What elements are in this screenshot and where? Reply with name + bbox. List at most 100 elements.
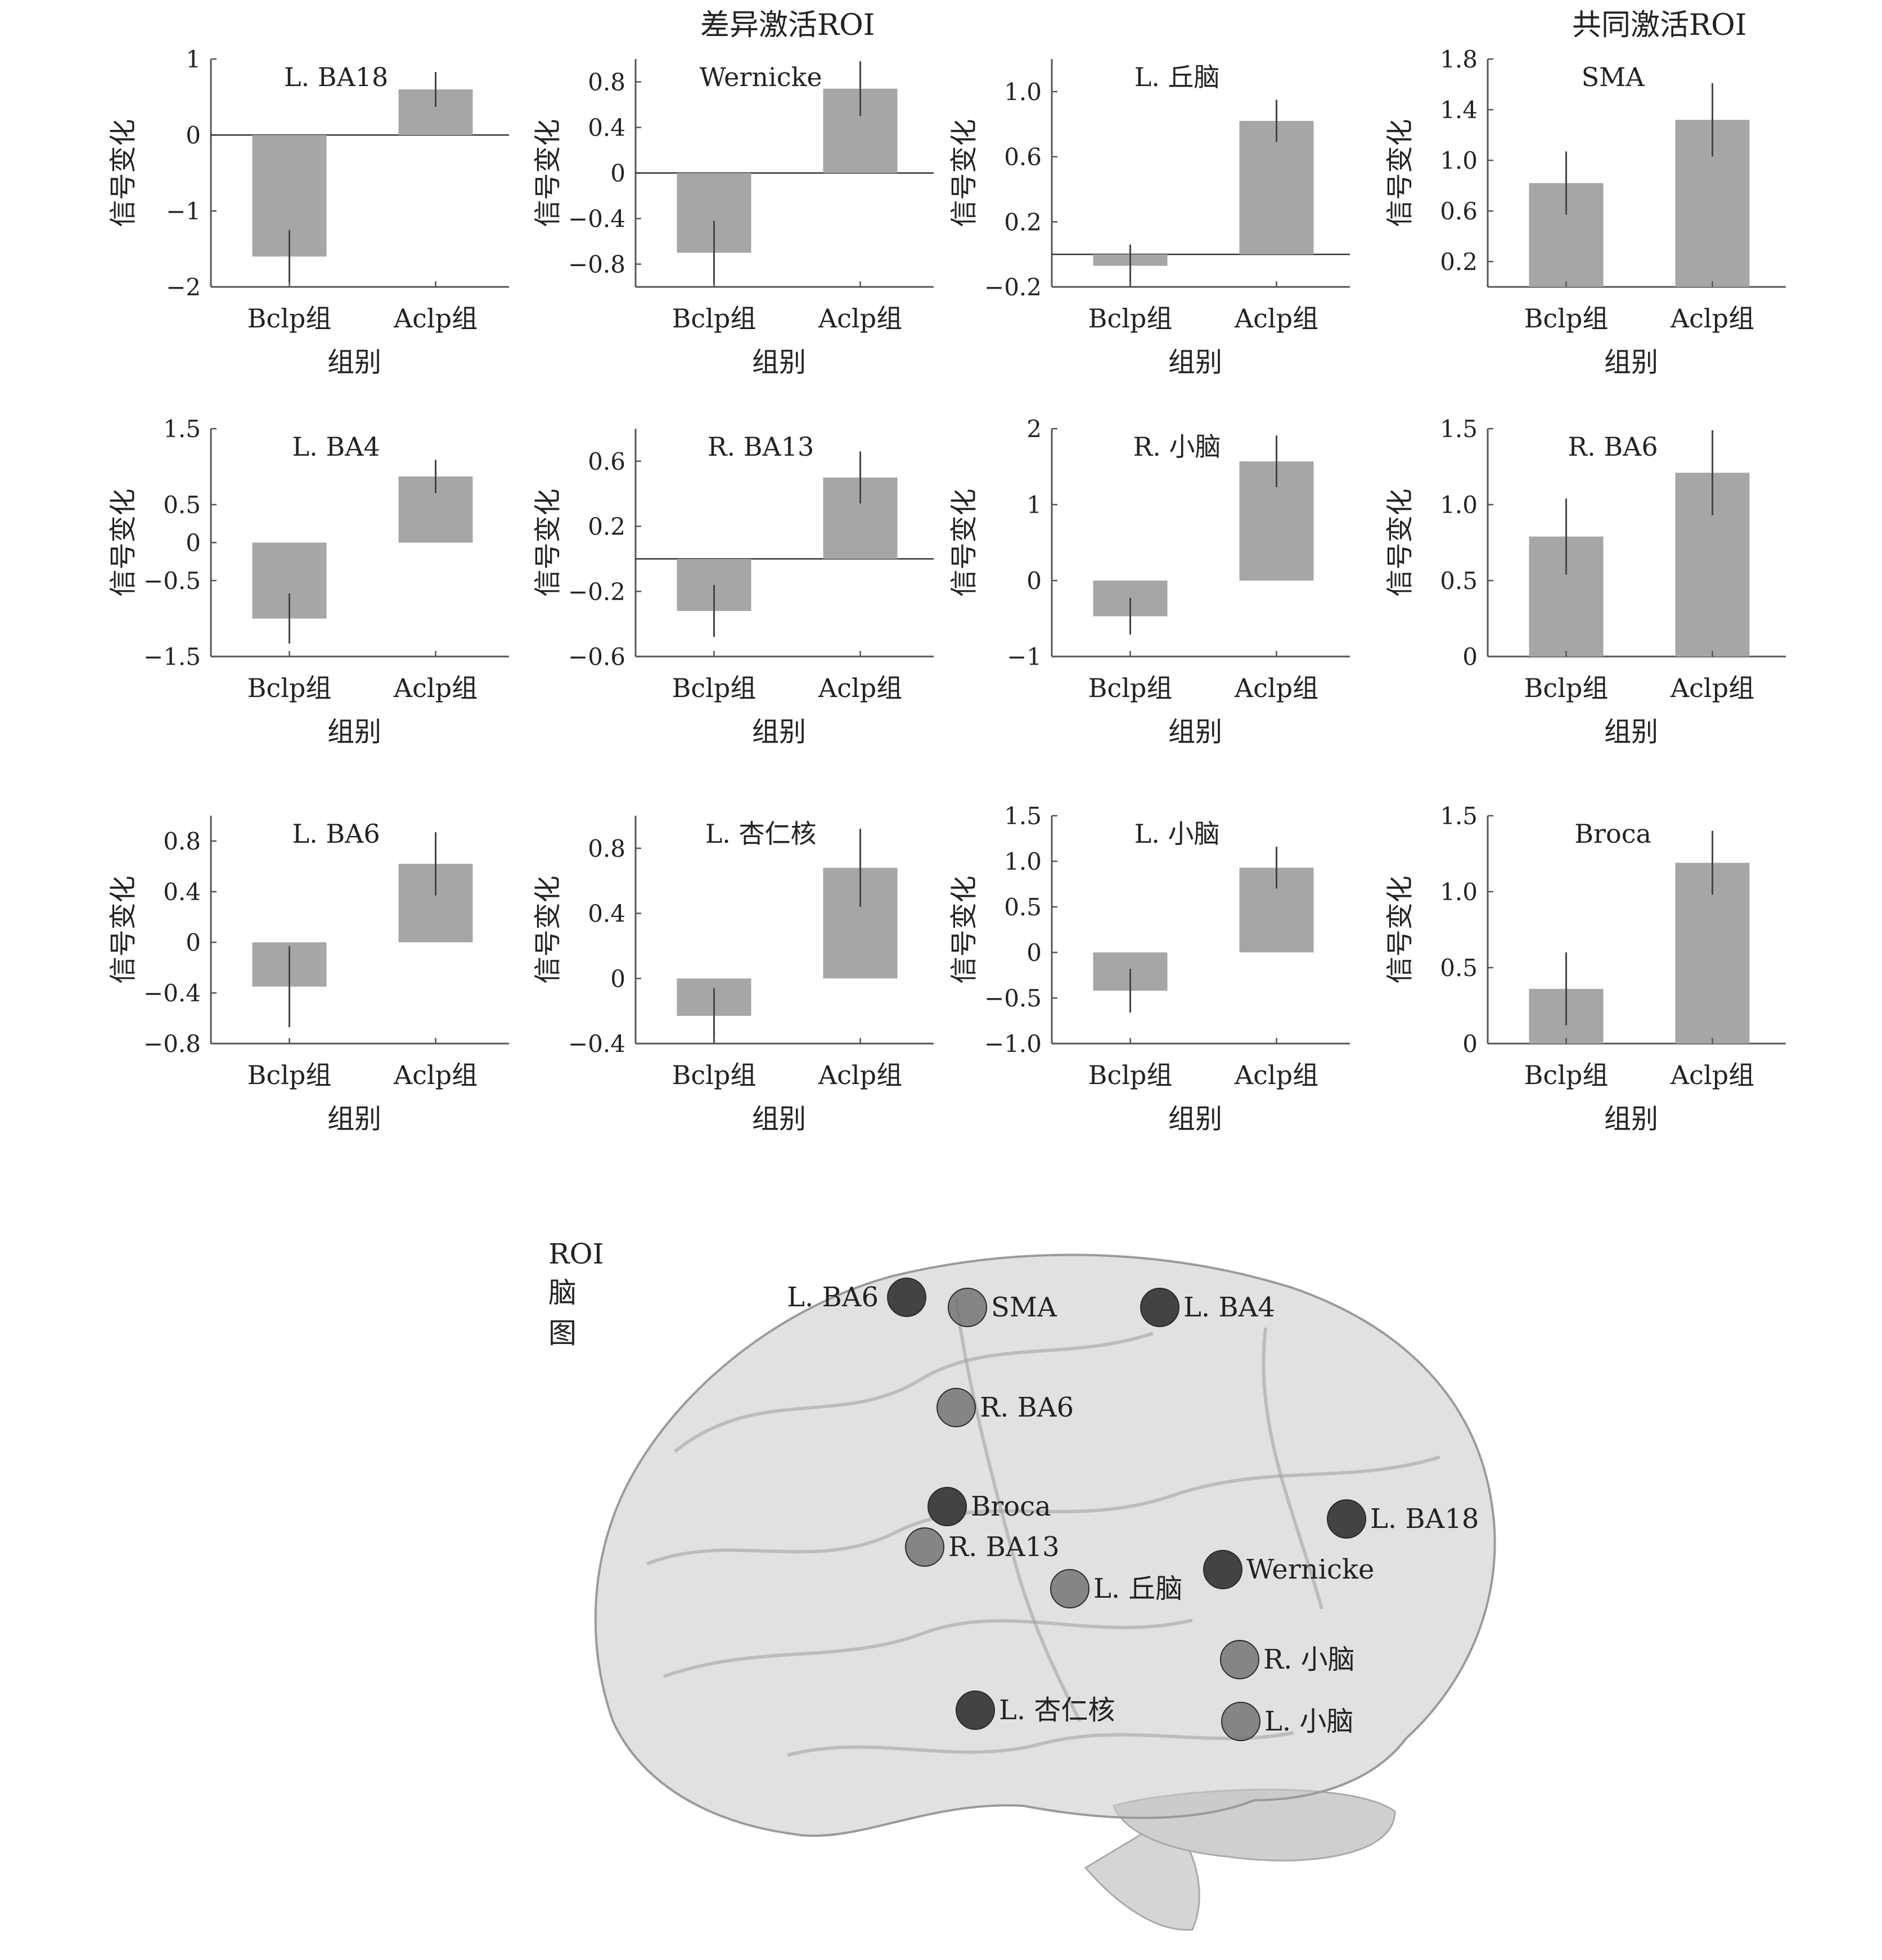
y-tick-label: 1.0: [1440, 878, 1478, 906]
x-axis-label: 组别: [1604, 347, 1658, 378]
chart-6: −0.6 −0.2 0.2 0.6 Bclp组 Aclp组 R. BA13 组别 信号变化: [532, 429, 934, 748]
y-tick-label: 0.6: [1004, 143, 1042, 171]
x-tick-label: Bclp组: [1088, 1060, 1173, 1090]
y-tick-label: 1.0: [1004, 78, 1042, 106]
chart-title: L. BA18: [284, 62, 388, 92]
chart-8: 0 0.5 1.0 1.5 Bclp组 Aclp组 R. BA6 组别 信号变化: [1384, 415, 1786, 748]
chart-1: −2 −1 0 1 Bclp组 Aclp组 L. BA18 组别 信号变化: [107, 46, 509, 378]
y-tick-label: 1: [186, 46, 201, 73]
y-tick-label: 0.8: [588, 835, 625, 862]
x-axis-label: 组别: [1604, 716, 1658, 748]
y-axis-label: 信号变化: [1384, 875, 1416, 983]
y-tick-label: −0.8: [143, 1030, 201, 1058]
y-tick-label: 0.5: [1004, 893, 1042, 921]
x-tick-label: Bclp组: [247, 1060, 332, 1090]
y-tick-label: −0.5: [143, 567, 201, 595]
y-tick-label: 0: [186, 122, 201, 149]
roi-label: SMA: [991, 1292, 1057, 1323]
y-tick-label: 0.8: [163, 828, 201, 855]
y-tick-label: 0.4: [588, 114, 625, 142]
y-axis-label: 信号变化: [948, 875, 980, 983]
y-tick-label: 0.2: [1004, 208, 1042, 236]
y-axis-label: 信号变化: [107, 119, 139, 227]
y-axis-label: 信号变化: [948, 488, 980, 596]
y-tick-label: 0: [1026, 567, 1042, 595]
x-tick-label: Bclp组: [1524, 303, 1609, 334]
y-tick-label: −0.4: [568, 205, 625, 233]
brain-gyrus: [787, 1731, 1294, 1757]
y-tick-label: 1: [1026, 491, 1042, 519]
y-tick-label: 1.0: [1440, 147, 1478, 174]
x-tick-label: Aclp组: [1670, 1060, 1754, 1090]
y-tick-label: −1.0: [984, 1030, 1042, 1058]
roi-label: Broca: [971, 1491, 1051, 1522]
y-tick-label: 0.5: [1440, 954, 1478, 982]
x-tick-label: Bclp组: [247, 303, 332, 334]
x-tick-label: Aclp组: [393, 673, 478, 703]
chart-title: L. BA6: [292, 819, 380, 849]
roi-dot: [905, 1527, 944, 1567]
x-axis-label: 组别: [327, 1103, 381, 1135]
y-tick-label: 1.5: [1004, 802, 1042, 830]
roi-marker: Broca: [928, 1487, 1051, 1526]
section-title-common: 共同激活ROI: [1572, 8, 1747, 42]
y-tick-label: −1: [1007, 643, 1042, 671]
y-tick-label: 0: [1462, 643, 1478, 671]
chart-title: L. 小脑: [1134, 819, 1220, 849]
roi-label: L. BA18: [1370, 1503, 1479, 1535]
roi-dot: [1220, 1640, 1259, 1679]
x-axis-label: 组别: [1168, 1103, 1222, 1135]
roi-marker: L. 杏仁核: [956, 1691, 1115, 1730]
y-tick-label: 1.5: [163, 415, 201, 443]
y-axis-label: 信号变化: [948, 119, 980, 227]
x-axis-label: 组别: [752, 716, 806, 748]
y-tick-label: 1.0: [1004, 848, 1042, 875]
x-axis-label: 组别: [1168, 347, 1222, 378]
y-tick-label: 0.2: [588, 513, 625, 541]
chart-title: Wernicke: [700, 62, 822, 92]
chart-12: 0 0.5 1.0 1.5 Bclp组 Aclp组 Broca 组别 信号变化: [1384, 802, 1786, 1135]
roi-dot: [1221, 1702, 1260, 1741]
y-tick-label: 0: [610, 965, 625, 992]
x-axis-label: 组别: [752, 1103, 806, 1135]
y-tick-label: −1.5: [143, 643, 201, 671]
y-axis-label: 信号变化: [532, 119, 564, 227]
roi-dot: [956, 1691, 995, 1730]
roi-marker: R. 小脑: [1220, 1640, 1355, 1679]
y-tick-label: 0.6: [588, 448, 625, 475]
brain-illustration: [594, 1253, 1496, 1931]
roi-dot: [1327, 1499, 1366, 1539]
chart-title: R. BA6: [1568, 431, 1658, 462]
y-tick-label: 0.8: [588, 69, 625, 96]
chart-title: R. 小脑: [1133, 431, 1221, 462]
roi-marker: SMA: [948, 1288, 1057, 1327]
roi-marker: R. BA6: [937, 1388, 1074, 1427]
y-tick-label: 0.5: [1440, 567, 1478, 595]
y-tick-label: −0.2: [568, 578, 625, 605]
chart-title: L. 杏仁核: [705, 819, 817, 849]
brain-map-title: ROI脑图: [548, 1238, 604, 1350]
x-tick-label: Aclp组: [393, 1060, 478, 1090]
x-tick-label: Aclp组: [1670, 673, 1754, 703]
x-tick-label: Bclp组: [672, 1060, 757, 1090]
y-tick-label: 1.4: [1440, 96, 1478, 124]
roi-marker: L. 丘脑: [1050, 1569, 1182, 1608]
roi-label: L. BA4: [1183, 1292, 1275, 1323]
chart-title: R. BA13: [708, 431, 814, 462]
brain-map: L. BA6 SMA L. BA4 R. BA6 Broca R. BA13 L. 丘脑 We…: [594, 1253, 1496, 1931]
chart-title: L. BA4: [292, 431, 380, 462]
brain-gyrus: [646, 1455, 1440, 1566]
y-axis-label: 信号变化: [1384, 119, 1416, 227]
y-tick-label: 0: [1026, 939, 1042, 966]
roi-dot: [937, 1388, 976, 1427]
y-axis-label: 信号变化: [532, 875, 564, 983]
y-tick-label: −0.4: [568, 1030, 625, 1058]
roi-label: L. BA6: [787, 1282, 879, 1313]
roi-dot: [1140, 1288, 1179, 1327]
brain-gyrus: [1262, 1327, 1323, 1610]
roi-marker: L. BA18: [1327, 1499, 1479, 1539]
y-tick-label: 0.4: [588, 900, 625, 928]
roi-marker: L. BA6: [787, 1278, 926, 1317]
